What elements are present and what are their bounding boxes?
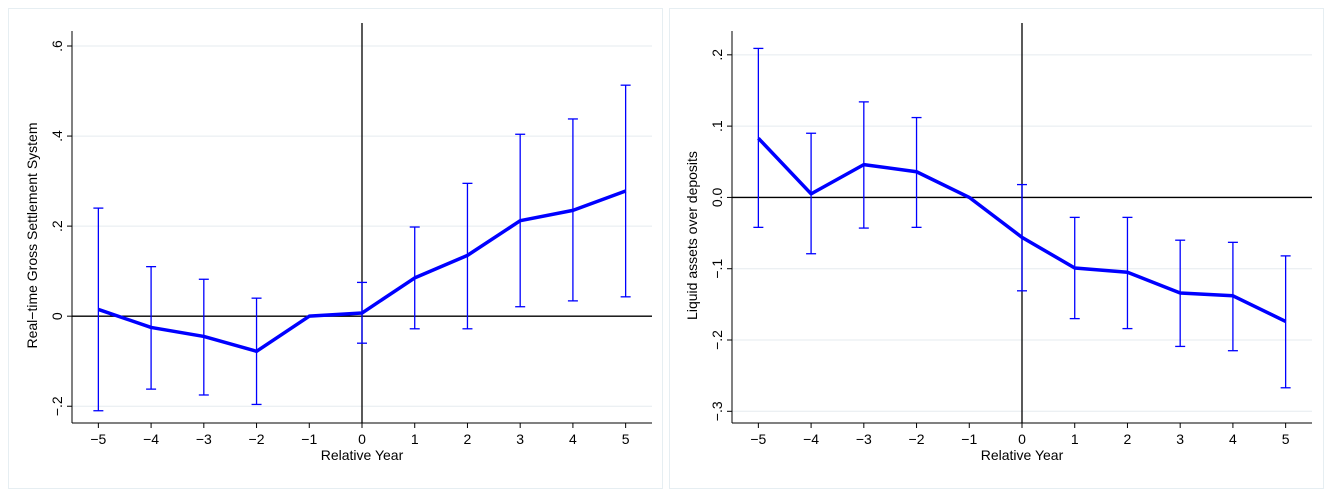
x-tick-label: 1 <box>411 431 419 447</box>
y-tick-label: −.2 <box>709 330 725 350</box>
y-tick-label: 0.0 <box>709 187 725 207</box>
y-tick-label: −.2 <box>49 396 65 416</box>
y-axis-title: Liquid assets over deposits <box>684 151 700 320</box>
x-tick-label: −2 <box>909 431 925 447</box>
chart-panel-right: −.3 −.2 −.1 0.0 .1 .2 −5 −4 −3 −2 −1 0 1 2 3 4 5 Relative… <box>669 8 1324 489</box>
x-tick-label: 0 <box>1018 431 1026 447</box>
y-tick-label: .2 <box>49 220 65 232</box>
x-tick-label: −1 <box>961 431 977 447</box>
x-tick-label: −3 <box>196 431 212 447</box>
x-tick-label: 2 <box>464 431 472 447</box>
x-axis-title: Relative Year <box>321 447 404 463</box>
x-axis-title: Relative Year <box>981 447 1064 463</box>
y-tick-label: .4 <box>49 130 65 142</box>
x-tick-label: 4 <box>569 431 577 447</box>
x-tick-label: −4 <box>143 431 159 447</box>
x-tick-label: 5 <box>1282 431 1290 447</box>
chart-panel-left: −.2 0 .2 .4 .6 −5 −4 −3 −2 −1 0 1 2 3 4 5 Relative Year R… <box>8 8 663 489</box>
x-tick-label: 1 <box>1071 431 1079 447</box>
chart-right: −.3 −.2 −.1 0.0 .1 .2 −5 −4 −3 −2 −1 0 1 2 3 4 5 Relative… <box>684 23 1312 463</box>
x-tick-label: 4 <box>1229 431 1237 447</box>
x-tick-label: −4 <box>803 431 819 447</box>
y-tick-label: .6 <box>49 40 65 52</box>
y-tick-label: .2 <box>709 49 725 61</box>
chart-left: −.2 0 .2 .4 .6 −5 −4 −3 −2 −1 0 1 2 3 4 5 Relative Year R… <box>24 23 652 463</box>
x-tick-label: −5 <box>750 431 766 447</box>
x-tick-label: −5 <box>90 431 106 447</box>
x-tick-label: 2 <box>1124 431 1132 447</box>
estimate-line <box>757 137 1287 324</box>
y-tick-label: −.1 <box>709 259 725 279</box>
x-tick-label: 0 <box>358 431 366 447</box>
x-tick-label: −2 <box>249 431 265 447</box>
estimate-line <box>97 189 627 354</box>
y-tick-label: 0 <box>49 312 65 320</box>
x-tick-label: 5 <box>622 431 630 447</box>
x-tick-label: −3 <box>856 431 872 447</box>
y-tick-label: .1 <box>709 120 725 132</box>
y-tick-label: −.3 <box>709 401 725 421</box>
x-tick-label: −1 <box>301 431 317 447</box>
y-axis-title: Real−time Gross Settlement System <box>24 122 40 348</box>
x-tick-label: 3 <box>1176 431 1184 447</box>
x-tick-label: 3 <box>516 431 524 447</box>
